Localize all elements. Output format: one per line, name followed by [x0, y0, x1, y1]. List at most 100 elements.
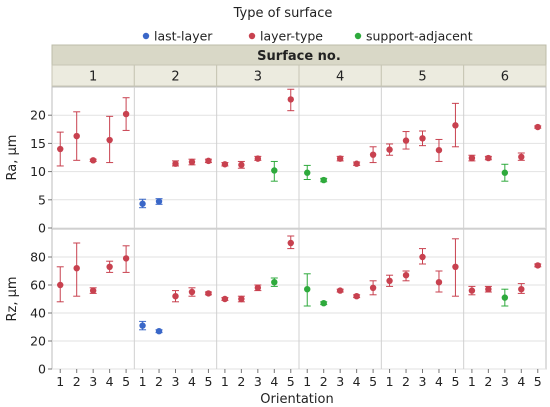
point-ra-s5-o1 [386, 143, 394, 156]
xtick-label-s1-o1: 1 [56, 374, 64, 389]
legend-item-layer: layer-type [248, 29, 323, 44]
point-ra-s5-o3 [419, 130, 426, 147]
point-rz-s5-o1 [386, 274, 394, 287]
point-rz-s3-o5 [287, 235, 295, 250]
data-point [452, 263, 459, 270]
legend-item-support: support-adjacent [354, 29, 473, 44]
data-point [139, 322, 146, 329]
point-ra-s3-o3 [254, 155, 262, 162]
ytick-label-ra-20: 20 [30, 108, 46, 123]
data-point [254, 155, 262, 162]
point-rz-s1-o2 [73, 242, 81, 297]
ytick-label-rz-60: 60 [30, 278, 46, 293]
data-point [73, 132, 80, 140]
ytick-label-rz-20: 20 [30, 334, 46, 349]
xtick-label-s3-o3: 3 [254, 374, 262, 389]
data-point [287, 239, 294, 247]
data-point [106, 136, 113, 144]
point-rz-s4-o1 [303, 273, 311, 307]
data-point [402, 137, 410, 144]
facet-header-label: Surface no. [257, 49, 341, 64]
data-point [518, 286, 525, 293]
ytick-label-ra-10: 10 [30, 164, 46, 179]
data-point [139, 200, 146, 207]
point-rz-s6-o2 [484, 285, 492, 293]
ytick-label-ra-5: 5 [38, 192, 46, 207]
data-point [205, 290, 212, 297]
point-rz-s4-o3 [336, 287, 344, 294]
data-point [419, 253, 426, 261]
y-axis-label-rz: Rz, µm [5, 276, 20, 321]
point-rz-s5-o5 [451, 238, 459, 297]
data-point [485, 154, 492, 162]
point-rz-s1-o5 [122, 245, 130, 273]
xtick-label-s5-o4: 4 [435, 374, 443, 389]
data-point [73, 265, 80, 272]
data-point [106, 263, 113, 270]
surface-label-4: 4 [336, 70, 344, 85]
data-point [304, 286, 311, 293]
xtick-label-s5-o2: 2 [402, 374, 410, 389]
data-point [534, 262, 541, 269]
xtick-label-s2-o4: 4 [188, 374, 196, 389]
data-point [188, 288, 196, 296]
point-ra-s4-o2 [320, 176, 328, 184]
data-point [57, 145, 64, 153]
xtick-label-s6-o5: 5 [534, 374, 542, 389]
ytick-label-rz-40: 40 [30, 306, 46, 321]
surface-label-5: 5 [418, 70, 426, 85]
data-point [221, 295, 229, 303]
point-rz-s5-o3 [419, 248, 426, 265]
xtick-label-s2-o2: 2 [155, 374, 163, 389]
point-ra-s3-o4 [270, 160, 278, 182]
point-ra-s5-o4 [435, 138, 443, 162]
xtick-label-s5-o5: 5 [451, 374, 459, 389]
xtick-label-s3-o4: 4 [270, 374, 278, 389]
data-point [353, 293, 360, 300]
xtick-label-s5-o3: 3 [419, 374, 427, 389]
xtick-label-s5-o1: 1 [386, 374, 394, 389]
y-axis-label-ra: Ra, µm [5, 135, 20, 181]
data-point [518, 153, 525, 161]
data-point [435, 279, 443, 286]
data-point [172, 160, 179, 167]
ytick-label-rz-80: 80 [30, 250, 46, 265]
data-point [89, 157, 97, 164]
data-point [419, 135, 426, 142]
panel-ra: 0 5 10 15 20 Ra, µm [5, 86, 547, 236]
point-ra-s1-o2 [73, 111, 81, 161]
data-point [122, 110, 130, 118]
point-rz-s3-o4 [270, 277, 278, 287]
legend-marker-layer [248, 32, 256, 40]
xtick-label-s3-o1: 1 [221, 374, 229, 389]
xtick-label-s4-o1: 1 [303, 374, 311, 389]
data-point [172, 293, 179, 300]
point-rz-s6-o4 [517, 283, 525, 294]
point-ra-s4-o5 [369, 146, 377, 164]
data-point [205, 157, 212, 165]
data-point [353, 160, 360, 167]
data-point [188, 158, 196, 166]
xtick-label-s6-o1: 1 [468, 374, 476, 389]
surface-label-3: 3 [254, 70, 262, 85]
panel-rz: 0 20 40 60 80 Rz, µm [5, 228, 547, 377]
data-point [320, 176, 327, 184]
data-point [271, 279, 278, 286]
data-point [287, 96, 294, 103]
legend-label-last: last-layer [154, 29, 213, 44]
data-point [155, 198, 163, 205]
point-rz-s3-o1 [221, 295, 229, 303]
xtick-label-s1-o5: 5 [122, 374, 130, 389]
xtick-label-s6-o3: 3 [501, 374, 509, 389]
point-rz-s2-o1 [139, 320, 147, 331]
data-point [336, 155, 344, 162]
legend-label-layer: layer-type [260, 29, 323, 44]
point-ra-s2-o1 [139, 198, 147, 209]
point-ra-s5-o5 [451, 102, 459, 148]
ytick-label-ra-15: 15 [30, 136, 46, 151]
plot-area: 0 5 10 15 20 Ra, µm 0 20 40 60 80 Rz, µm [5, 86, 547, 377]
point-ra-s6-o2 [484, 154, 492, 162]
data-point [57, 281, 64, 289]
data-point [89, 287, 97, 294]
